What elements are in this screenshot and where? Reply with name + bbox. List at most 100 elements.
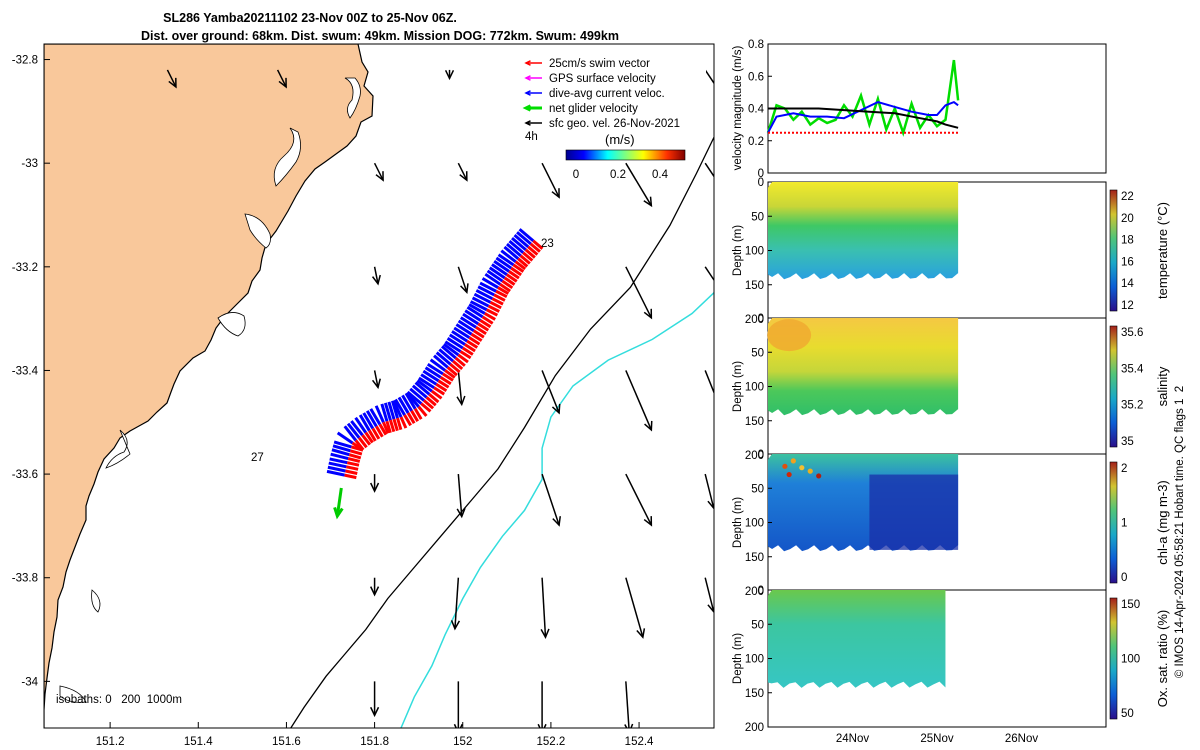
dive-avg-current-vector — [326, 469, 345, 477]
swim-vector — [470, 332, 483, 342]
geo-velocity-arrow — [456, 370, 466, 407]
chla-high-point — [782, 463, 788, 469]
estuary — [105, 429, 131, 469]
dive-avg-current-vector — [354, 416, 368, 434]
legend-swatch — [524, 60, 542, 66]
map-x-tick-label: 151.4 — [184, 736, 213, 748]
dive-avg-current-vector — [416, 379, 433, 393]
estuary — [217, 312, 246, 337]
geo-velocity-arrow — [625, 370, 653, 432]
swim-vector — [499, 283, 511, 293]
geo-velocity-arrow — [625, 266, 653, 320]
isobath-1000m — [400, 292, 714, 728]
dive-avg-current-vector — [414, 381, 431, 396]
section-x-ticks: 24Nov 25Nov 26Nov — [836, 733, 1038, 745]
dive-avg-current-vector — [479, 281, 497, 293]
dive-avg-current-vector — [365, 410, 378, 428]
colorbar-label: (m/s) — [605, 132, 635, 147]
swim-vector — [487, 304, 500, 313]
dive-avg-current-vector — [435, 351, 452, 366]
geo-velocity-arrow — [457, 162, 468, 182]
map-x-ticks: 151.2 151.4 151.6 151.8 152 152.2 152.4 — [96, 722, 654, 748]
dive-avg-current-vector — [500, 249, 517, 263]
swim-vector — [444, 369, 456, 379]
velocity-panel: 0 0.2 0.4 0.6 0.8 velocity magnitude (m/s) — [732, 39, 1107, 180]
map-x-tick-label: 151.2 — [96, 736, 125, 748]
geo-velocity-arrow — [541, 370, 561, 415]
estuary — [91, 589, 101, 613]
depth-tick-label: 150 — [745, 688, 764, 700]
dive-avg-current-vector — [471, 296, 490, 308]
swim-vector — [439, 376, 452, 386]
geo-velocity-arrow — [625, 473, 653, 527]
dive-avg-current-vector — [497, 253, 515, 267]
swim-vector — [484, 312, 496, 321]
salinity-colorbar-tick: 35.4 — [1121, 363, 1144, 375]
oxygen-section-panel: 0 50 100 150 200 Depth (m) 50 100 150 Ox. sat. ra… — [732, 585, 1170, 734]
swim-vector — [493, 293, 506, 302]
swim-vector — [524, 248, 536, 259]
chla-high-point — [786, 471, 792, 478]
dive-avg-current-vector — [369, 408, 382, 426]
dive-avg-current-vector — [350, 420, 364, 437]
dive-avg-current-vector — [444, 340, 462, 353]
depth-tick-label: 0 — [758, 313, 764, 325]
dive-avg-current-vector — [442, 343, 460, 357]
geo-velocity-arrow — [625, 577, 646, 639]
dive-avg-current-vector — [346, 422, 361, 439]
salinity-section-panel: 0 50 100 150 200 Depth (m) 35 35.2 35.4 35.6 salin… — [732, 313, 1170, 462]
temperature-colorbar-tick: 22 — [1121, 191, 1134, 203]
map-x-tick-label: 152.2 — [537, 736, 566, 748]
map-x-tick-label: 152 — [453, 736, 472, 748]
swim-vector — [406, 412, 416, 425]
chla-colorbar-tick: 0 — [1121, 572, 1127, 584]
swim-vector — [532, 239, 544, 250]
dive-avg-current-vector — [404, 392, 417, 410]
swim-vector — [461, 346, 474, 356]
depth-tick-label: 200 — [745, 450, 764, 462]
swim-vector — [403, 414, 412, 427]
swim-vector — [489, 301, 502, 310]
glider-track — [326, 228, 544, 520]
chla-colorbar-tick: 1 — [1121, 518, 1127, 530]
dive-avg-current-vector — [433, 354, 449, 369]
chla-section-panel: 0 50 100 150 200 Depth (m) 0 1 2 chl-a (mg m-3) — [732, 449, 1170, 598]
chla-colorbar — [1109, 461, 1118, 584]
dive-avg-current-vector — [405, 391, 420, 408]
swim-vector — [349, 449, 363, 456]
temperature-section-panel: 0 50 100 150 200 Depth (m) 12 14 16 18 20 22 tempera… — [732, 177, 1170, 326]
swim-vector — [529, 242, 541, 253]
depth-tick-label: 100 — [745, 382, 764, 394]
velocity-y-tick-label: 0 — [758, 168, 764, 180]
depth-tick-label: 50 — [751, 211, 764, 223]
depth-tick-label: 50 — [751, 483, 764, 495]
swim-vector — [442, 372, 454, 382]
swim-vector — [503, 276, 516, 286]
swim-vector — [468, 336, 481, 346]
velocity-y-tick-label: 0.8 — [748, 39, 764, 51]
dive-avg-current-vector — [503, 245, 520, 260]
colorbar-tick: 0.2 — [610, 169, 626, 181]
swim-vector — [522, 251, 534, 262]
legend-swatch — [522, 104, 542, 112]
swim-vector — [417, 405, 428, 417]
legend-label: 25cm/s swim vector — [549, 58, 650, 70]
swim-vector — [345, 469, 358, 475]
map-y-ticks: -32.8 -33 -33.2 -33.4 -33.6 -33.8 -34 — [12, 55, 50, 688]
geo-velocity-arrow — [373, 162, 384, 182]
velocity-ylabel: velocity magnitude (m/s) — [732, 46, 744, 171]
dive-avg-current-vector — [481, 277, 499, 289]
swim-vector — [413, 408, 423, 420]
map-colorbar: (m/s) 4h 0 0.2 0.4 — [525, 131, 686, 181]
dive-avg-current-vector — [495, 256, 513, 270]
oxygen-colorbar-label: Ox. sat. ratio (%) — [1155, 610, 1170, 708]
dive-avg-current-vector — [468, 303, 486, 315]
dive-avg-current-vector — [508, 239, 525, 254]
swim-vector — [351, 445, 364, 452]
chart-subtitle: Dist. over ground: 68km. Dist. swum: 49k… — [141, 29, 619, 43]
geo-velocity-arrow — [166, 69, 177, 89]
salinity-high-patch — [767, 319, 812, 352]
swim-vector — [382, 421, 390, 434]
